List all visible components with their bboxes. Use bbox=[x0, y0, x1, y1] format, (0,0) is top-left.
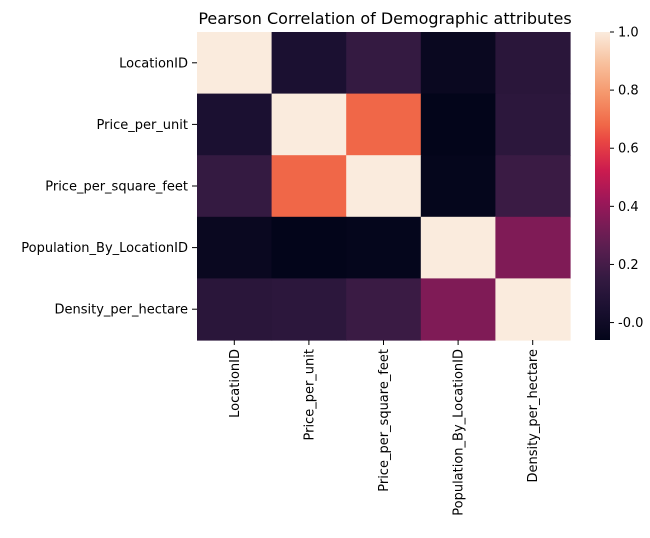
column-tick-label: Population_By_LocationID bbox=[452, 349, 467, 516]
colorbar-tick-label: -0.0 bbox=[618, 316, 643, 331]
heatmap-cell-r2-c3 bbox=[420, 155, 496, 218]
row-tick-label: Price_per_square_feet bbox=[45, 180, 188, 195]
heatmap-cell-r1-c2 bbox=[346, 93, 422, 156]
column-tick-label: LocationID bbox=[228, 349, 243, 418]
heatmap-cells bbox=[197, 32, 571, 341]
heatmap-cell-r4-c3 bbox=[420, 278, 496, 341]
colorbar-tick-label: 0.2 bbox=[618, 258, 639, 273]
colorbar-tick-label: 0.4 bbox=[618, 200, 639, 215]
heatmap-cell-r4-c4 bbox=[495, 278, 571, 341]
colorbar-gradient bbox=[595, 32, 610, 340]
heatmap-cell-r3-c2 bbox=[346, 216, 422, 279]
heatmap-cell-r3-c4 bbox=[495, 216, 571, 279]
heatmap-cell-r0-c1 bbox=[271, 32, 347, 95]
column-tick-labels: LocationID Price_per_unit Price_per_square… bbox=[228, 340, 541, 516]
heatmap-cell-r1-c0 bbox=[197, 93, 273, 156]
colorbar-tick-label: 0.6 bbox=[618, 142, 639, 157]
chart-title: Pearson Correlation of Demographic attri… bbox=[198, 9, 571, 28]
row-tick-labels: LocationID Price_per_unit Price_per_square… bbox=[21, 56, 197, 318]
heatmap-cell-r1-c3 bbox=[420, 93, 496, 156]
heatmap-cell-r1-c1 bbox=[271, 93, 347, 156]
heatmap-cell-r2-c0 bbox=[197, 155, 273, 218]
row-tick-label: LocationID bbox=[119, 56, 188, 71]
heatmap-cell-r0-c2 bbox=[346, 32, 422, 95]
heatmap-cell-r3-c0 bbox=[197, 216, 273, 279]
row-tick-label: Density_per_hectare bbox=[54, 303, 188, 318]
heatmap-cell-r0-c3 bbox=[420, 32, 496, 95]
heatmap-cell-r4-c0 bbox=[197, 278, 273, 341]
colorbar-tick-label: 0.8 bbox=[618, 84, 639, 99]
column-tick-label: Price_per_square_feet bbox=[377, 349, 392, 492]
heatmap-cell-r4-c1 bbox=[271, 278, 347, 341]
row-tick-label: Population_By_LocationID bbox=[21, 241, 188, 256]
column-tick-label: Price_per_unit bbox=[302, 349, 317, 441]
heatmap-cell-r0-c4 bbox=[495, 32, 571, 95]
colorbar-tick-label: 1.0 bbox=[618, 26, 639, 41]
heatmap-cell-r2-c2 bbox=[346, 155, 422, 218]
heatmap-cell-r4-c2 bbox=[346, 278, 422, 341]
heatmap-cell-r2-c4 bbox=[495, 155, 571, 218]
column-tick-label: Density_per_hectare bbox=[526, 349, 541, 483]
row-tick-label: Price_per_unit bbox=[97, 118, 189, 133]
heatmap-cell-r1-c4 bbox=[495, 93, 571, 156]
heatmap-cell-r0-c0 bbox=[197, 32, 273, 95]
heatmap-cell-r3-c3 bbox=[420, 216, 496, 279]
heatmap-cell-r3-c1 bbox=[271, 216, 347, 279]
colorbar: -0.0 0.2 0.4 0.6 0.8 1.0 bbox=[595, 26, 643, 340]
heatmap-cell-r2-c1 bbox=[271, 155, 347, 218]
